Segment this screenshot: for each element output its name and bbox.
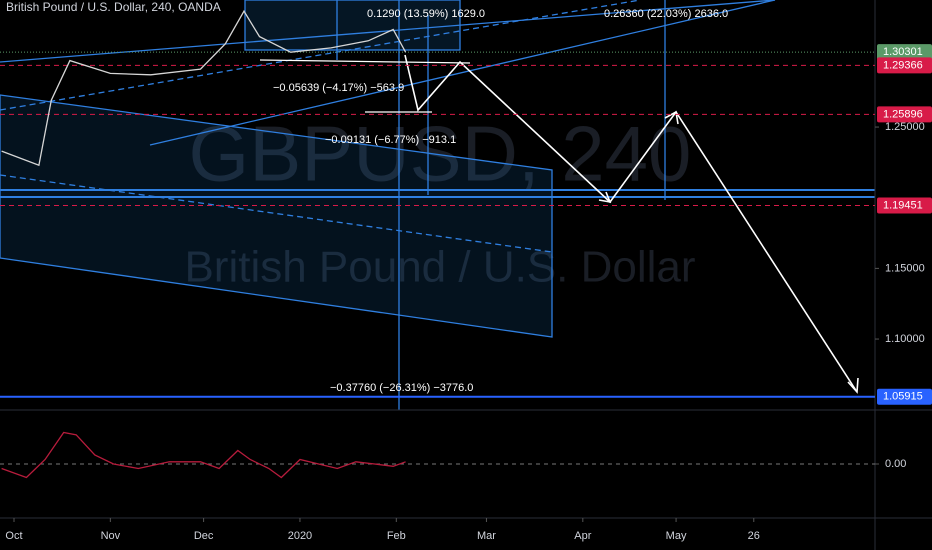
measure-label: −0.37760 (−26.31%) −3776.0 — [330, 382, 473, 394]
price-badge — [877, 106, 932, 123]
price-line — [1, 9, 407, 167]
y-tick-label: 1.15000 — [885, 262, 925, 274]
arrow-head — [664, 110, 679, 125]
hline — [259, 59, 471, 64]
arrow-head — [847, 377, 859, 394]
y-tick-label: 0.00 — [885, 458, 906, 470]
x-tick-label: Mar — [477, 530, 496, 542]
header-title: British Pound / U.S. Dollar, 240, OANDA — [6, 0, 221, 14]
oscillator-line — [1, 431, 406, 479]
y-tick-label: 1.10000 — [885, 333, 925, 345]
price-badge-label: 1.25896 — [883, 108, 923, 120]
x-tick-label: Dec — [194, 530, 214, 542]
price-badge — [877, 388, 932, 405]
measure-label: 0.26360 (22.03%) 2636.0 — [604, 8, 728, 20]
channel-bottom — [149, 0, 776, 146]
x-tick-label: Nov — [101, 530, 121, 542]
measure-label: −0.09131 (−6.77%) −913.1 — [325, 134, 456, 146]
price-badge-label: 1.19451 — [883, 199, 923, 211]
y-tick-label: 1.25000 — [885, 121, 925, 133]
watermark-name: British Pound / U.S. Dollar — [184, 243, 695, 292]
price-badge — [877, 57, 932, 74]
arrow-head — [598, 191, 612, 204]
falling-channel — [0, 94, 553, 338]
channel-mid — [0, 174, 553, 253]
price-badge — [877, 197, 932, 214]
projection-arrows — [404, 54, 858, 393]
x-tick-label: 2020 — [288, 530, 312, 542]
measure-label: −0.05639 (−4.17%) −563.9 — [273, 82, 404, 94]
price-badge-label: 1.05915 — [883, 391, 923, 403]
rect-zone — [244, 0, 461, 51]
drawings — [0, 0, 875, 410]
x-tick-label: Feb — [387, 530, 406, 542]
price-badge-label: 1.29366 — [883, 59, 923, 71]
watermark-symbol: GBPUSD, 240 — [189, 110, 692, 198]
measure-label: 0.1290 (13.59%) 1629.0 — [367, 8, 485, 20]
x-tick-label: Apr — [574, 530, 591, 542]
x-tick-label: 26 — [748, 530, 760, 542]
price-badge-label: 1.30301 — [883, 46, 923, 58]
channel-mid-up — [0, 0, 641, 111]
x-tick-label: Oct — [5, 530, 22, 542]
x-tick-label: May — [666, 530, 687, 542]
price-badge — [877, 44, 932, 61]
